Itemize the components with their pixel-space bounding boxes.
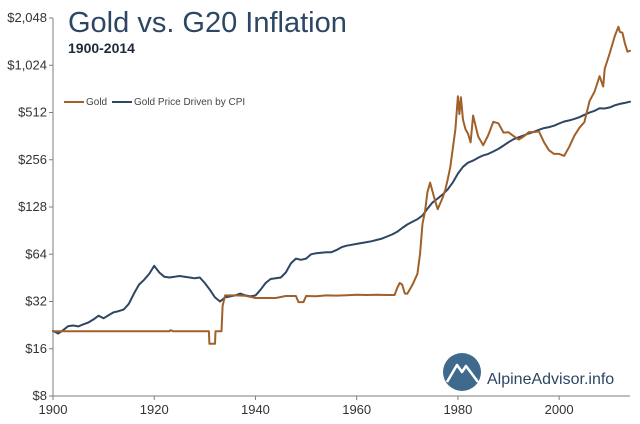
x-axis: 1900 1920 1940 1960 1980 2000 (39, 395, 630, 417)
y-tick-label: $128 (18, 199, 47, 214)
x-tick-label: 1960 (342, 402, 371, 417)
mountain-circle-icon (443, 353, 481, 391)
y-tick-label: $2,048 (7, 10, 47, 25)
x-tick-label: 1900 (39, 402, 68, 417)
series-line-gold (52, 25, 631, 345)
chart-subtitle: 1900-2014 (68, 40, 135, 56)
brand-suffix: .info (584, 371, 614, 388)
legend-label-cpi: Gold Price Driven by CPI (134, 97, 245, 108)
x-tick-label: 1920 (140, 402, 169, 417)
brand-text: AlpineAdvisor.info (487, 371, 614, 388)
legend-label-gold: Gold (86, 97, 107, 108)
x-tick-label: 1980 (443, 402, 472, 417)
y-tick-label: $1,024 (7, 57, 47, 72)
y-tick-label: $8 (33, 388, 47, 403)
series-line-cpi (52, 100, 631, 335)
y-tick-label: $32 (25, 294, 47, 309)
x-tick-label: 2000 (545, 402, 574, 417)
series-layer (52, 25, 631, 345)
y-axis: $8 $16 $32 $64 $128 $256 $512 $1,024 $2,048 (7, 10, 54, 403)
legend: Gold Gold Price Driven by CPI (64, 97, 245, 108)
y-tick-label: $512 (18, 105, 47, 120)
y-tick-label: $16 (25, 341, 47, 356)
y-tick-label: $256 (18, 152, 47, 167)
brand-name: AlpineAdvisor (487, 371, 586, 388)
x-tick-label: 1940 (241, 402, 270, 417)
brand-logo: AlpineAdvisor.info (443, 353, 614, 391)
y-tick-label: $64 (25, 246, 47, 261)
chart-title: Gold vs. G20 Inflation (68, 7, 347, 39)
